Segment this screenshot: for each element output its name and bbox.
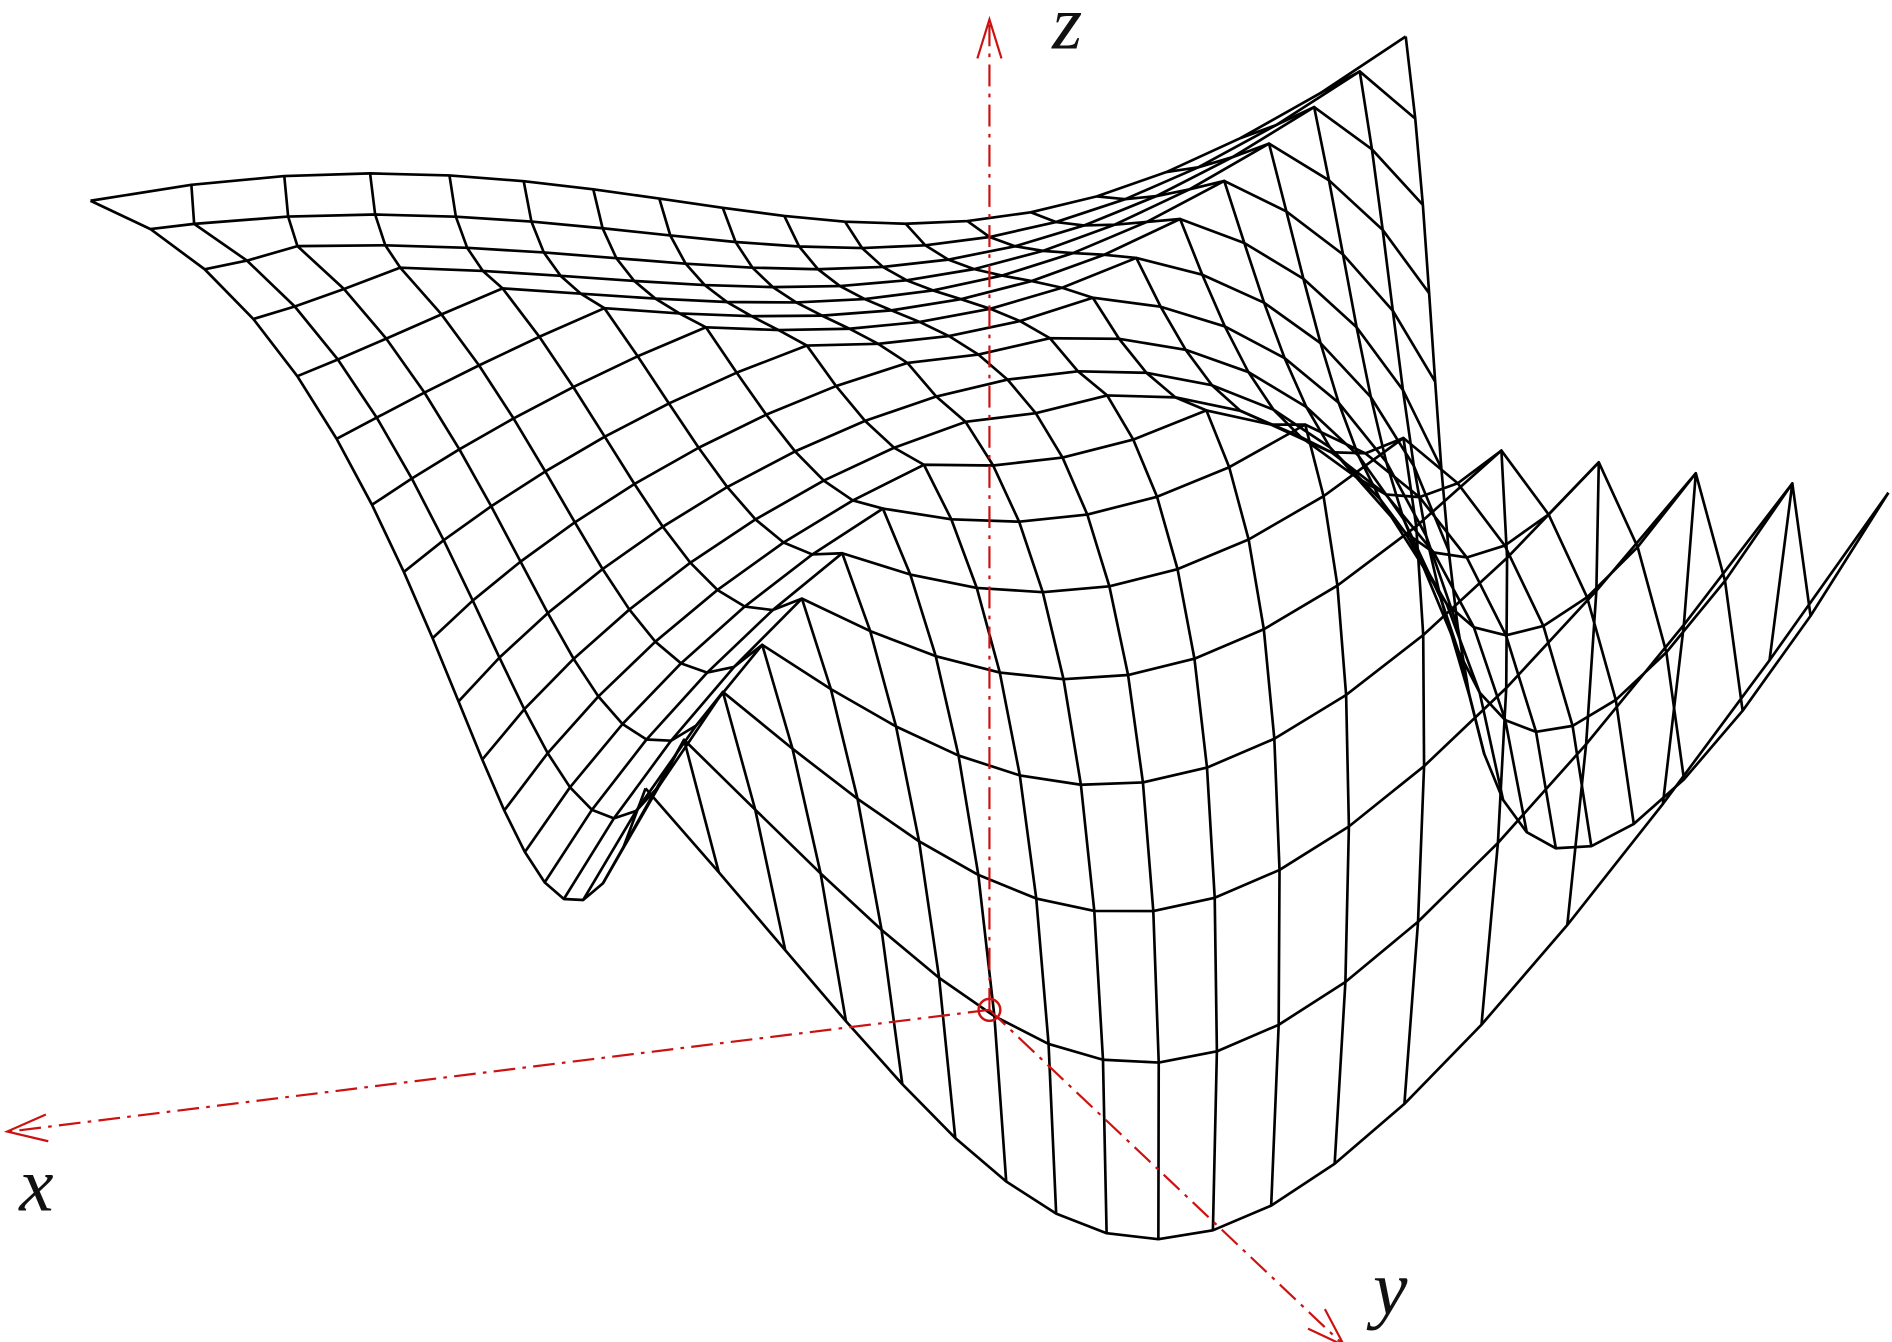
mesh-line	[89, 199, 647, 902]
z-label: z	[1051, 0, 1082, 66]
mesh-line	[622, 482, 1812, 1064]
mesh-line	[1166, 142, 1601, 926]
x-axis	[9, 1008, 990, 1133]
mesh-line	[190, 184, 721, 873]
z-arrow	[976, 15, 1003, 59]
mesh-line	[582, 461, 1686, 901]
y-arrow	[1307, 1308, 1344, 1342]
mesh	[89, 35, 1890, 1241]
y-label: y	[1366, 1245, 1408, 1331]
mesh-line	[503, 409, 1529, 833]
mesh-line	[644, 491, 1890, 1241]
y-axis	[988, 1009, 1343, 1342]
mesh-line	[601, 471, 1744, 913]
mesh-line	[1319, 70, 1794, 734]
mesh-line	[1240, 105, 1698, 805]
origin	[977, 997, 1002, 1023]
x-arrow	[3, 1113, 49, 1143]
mesh-line	[1404, 36, 1890, 850]
axes: z x y	[3, 0, 1408, 1342]
mesh-line	[481, 394, 1505, 801]
mesh-line	[90, 35, 1407, 226]
x-label: x	[18, 1141, 53, 1227]
mesh-line	[253, 142, 1431, 321]
mesh-line	[543, 436, 1593, 884]
mesh-line	[1030, 211, 1426, 1104]
